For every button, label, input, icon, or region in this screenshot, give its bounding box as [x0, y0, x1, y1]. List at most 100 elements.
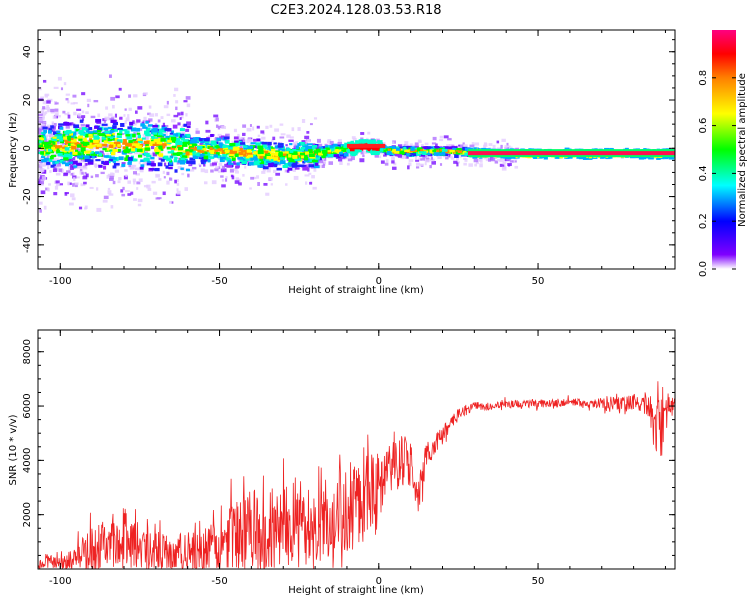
- heatmap-cell: [83, 174, 87, 178]
- heatmap-cell: [83, 148, 89, 152]
- heatmap-cell: [166, 113, 171, 117]
- heatmap-cell: [233, 142, 239, 146]
- heatmap-cell: [375, 150, 380, 155]
- heatmap-cell: [203, 163, 206, 167]
- heatmap-cell: [212, 162, 217, 166]
- heatmap-cell: [243, 155, 247, 160]
- heatmap-band-core: [467, 151, 675, 156]
- heatmap-cell: [141, 142, 146, 146]
- heatmap-cell: [40, 110, 45, 114]
- heatmap-cell: [452, 147, 457, 150]
- heatmap-cell: [264, 147, 269, 150]
- heatmap-cell: [137, 145, 142, 149]
- heatmap-cell: [351, 152, 356, 157]
- heatmap-cell: [309, 123, 313, 126]
- heatmap-cell: [112, 125, 117, 129]
- heatmap-cell: [305, 164, 311, 168]
- heatmap-cell: [405, 155, 409, 159]
- heatmap-cell: [277, 159, 282, 162]
- heatmap-cell: [372, 139, 376, 143]
- y-tick-label: 2000: [22, 502, 33, 527]
- heatmap-cell: [54, 145, 61, 149]
- heatmap-cell: [293, 175, 299, 180]
- heatmap-cell: [106, 144, 110, 148]
- heatmap-cell: [55, 165, 60, 169]
- heatmap-cell: [47, 124, 52, 129]
- heatmap-cell: [82, 143, 88, 146]
- heatmap-cell: [237, 135, 241, 140]
- heatmap-cell: [500, 144, 503, 149]
- heatmap-cell: [383, 146, 389, 149]
- heatmap-cell: [196, 145, 203, 150]
- heatmap-cell: [169, 200, 173, 204]
- heatmap-cell: [410, 147, 415, 151]
- heatmap-cell: [200, 141, 205, 144]
- heatmap-cell: [96, 207, 102, 212]
- heatmap-cell: [156, 131, 163, 135]
- heatmap-cell: [208, 134, 212, 139]
- heatmap-cell: [179, 161, 186, 165]
- heatmap-cell: [87, 131, 94, 134]
- heatmap-cell: [145, 133, 151, 137]
- heatmap-cell: [473, 158, 478, 163]
- heatmap-cell: [259, 148, 264, 152]
- heatmap-cell: [137, 134, 142, 139]
- heatmap-cell: [203, 147, 207, 152]
- heatmap-cell: [222, 153, 228, 157]
- heatmap-cell: [125, 174, 128, 177]
- heatmap-cell: [103, 140, 109, 144]
- heatmap-cell: [309, 181, 313, 185]
- heatmap-cell: [287, 151, 293, 156]
- heatmap-cell: [191, 166, 197, 170]
- heatmap-cell: [228, 147, 234, 150]
- heatmap-cell: [124, 157, 131, 162]
- heatmap-cell: [241, 139, 246, 143]
- heatmap-cell: [437, 155, 442, 159]
- heatmap-cell: [95, 159, 101, 162]
- heatmap-cell: [358, 139, 364, 143]
- heatmap-cell: [166, 100, 169, 105]
- heatmap-cell: [173, 158, 178, 163]
- heatmap-cell: [53, 128, 56, 133]
- heatmap-cell: [277, 145, 284, 148]
- heatmap-cell: [85, 173, 89, 178]
- heatmap-cell: [112, 160, 116, 163]
- heatmap-cell: [439, 138, 444, 142]
- heatmap-cell: [79, 133, 86, 136]
- heatmap-cell: [363, 146, 369, 150]
- heatmap-cell: [182, 135, 187, 138]
- heatmap-cell: [291, 151, 298, 156]
- heatmap-cell: [38, 163, 42, 167]
- heatmap-cell: [266, 162, 269, 166]
- heatmap-cell: [117, 180, 121, 184]
- heatmap-cell: [71, 145, 77, 150]
- heatmap-cell: [506, 158, 511, 161]
- heatmap-cell: [41, 131, 47, 135]
- heatmap-cell: [132, 145, 138, 150]
- figure-title: C2E3.2024.128.03.53.R18: [270, 3, 441, 18]
- heatmap-cell: [87, 142, 92, 147]
- heatmap-cell: [147, 188, 152, 191]
- heatmap-cell: [321, 149, 328, 154]
- heatmap-cell: [136, 187, 139, 190]
- heatmap-cell: [454, 154, 459, 158]
- heatmap-cell: [89, 139, 94, 143]
- heatmap-cell: [321, 164, 325, 168]
- heatmap-cell: [345, 151, 349, 154]
- heatmap-cell: [132, 133, 136, 138]
- heatmap-cell: [113, 157, 117, 160]
- heatmap-cell: [181, 143, 188, 147]
- heatmap-cell: [335, 155, 341, 159]
- heatmap-cell: [242, 124, 247, 128]
- heatmap-cell: [202, 151, 209, 155]
- heatmap-cell: [350, 140, 354, 145]
- heatmap-cell: [131, 143, 135, 146]
- heatmap-cell: [173, 147, 177, 151]
- heatmap-cell: [509, 160, 514, 163]
- heatmap-cell: [172, 152, 179, 156]
- heatmap-cell: [246, 139, 250, 144]
- heatmap-cell: [215, 152, 220, 156]
- heatmap-cell: [262, 132, 265, 135]
- heatmap-cell: [115, 156, 119, 161]
- heatmap-cell: [99, 150, 104, 155]
